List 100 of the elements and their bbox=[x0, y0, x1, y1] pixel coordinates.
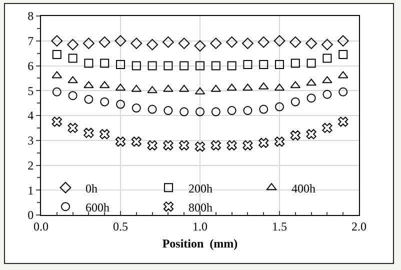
point bbox=[196, 107, 204, 116]
point bbox=[275, 102, 284, 112]
point bbox=[164, 61, 173, 70]
point bbox=[210, 140, 221, 150]
point bbox=[84, 94, 94, 104]
point bbox=[242, 140, 253, 150]
point bbox=[68, 76, 78, 84]
x-tick-label: 0.0 bbox=[34, 219, 48, 234]
point bbox=[211, 107, 220, 116]
point bbox=[163, 140, 174, 150]
legend-label: 200h bbox=[188, 181, 212, 196]
point bbox=[116, 100, 125, 109]
point bbox=[131, 136, 142, 147]
point bbox=[148, 61, 157, 70]
point bbox=[306, 129, 316, 140]
point bbox=[115, 136, 126, 147]
point bbox=[68, 91, 78, 100]
x-tick-label: 1.0 bbox=[192, 219, 208, 234]
point bbox=[100, 129, 110, 140]
point bbox=[227, 61, 236, 70]
x-tick-label: 1.5 bbox=[272, 219, 287, 234]
point bbox=[148, 104, 157, 114]
point bbox=[290, 97, 300, 106]
point bbox=[51, 35, 63, 47]
point bbox=[274, 136, 285, 147]
point bbox=[243, 60, 252, 70]
x-tick-label: 2.0 bbox=[352, 219, 366, 234]
point bbox=[275, 60, 284, 70]
point bbox=[132, 61, 141, 70]
x-tick-label: 0.5 bbox=[113, 219, 128, 234]
legend-label: 0h bbox=[86, 181, 98, 196]
point bbox=[84, 81, 94, 88]
point bbox=[258, 36, 270, 48]
point bbox=[194, 142, 206, 152]
y-tick-label: 3 bbox=[28, 134, 34, 148]
point bbox=[259, 104, 268, 114]
point bbox=[338, 87, 348, 96]
point bbox=[259, 60, 268, 70]
point bbox=[274, 35, 286, 47]
point bbox=[100, 58, 110, 68]
y-tick-label: 1 bbox=[28, 183, 34, 198]
y-tick-label: 7 bbox=[28, 34, 34, 48]
x-axis-title: Position (mm) bbox=[162, 236, 238, 250]
point bbox=[322, 76, 332, 84]
point bbox=[306, 94, 316, 103]
y-tick-label: 5 bbox=[28, 84, 34, 98]
point bbox=[146, 38, 158, 50]
point bbox=[164, 106, 173, 116]
point bbox=[242, 84, 253, 91]
legend-label: 800h bbox=[188, 200, 212, 214]
point bbox=[290, 130, 300, 140]
y-tick-label: 4 bbox=[28, 108, 34, 123]
point bbox=[179, 140, 190, 150]
point bbox=[52, 116, 62, 127]
point bbox=[84, 128, 94, 138]
point bbox=[322, 122, 332, 133]
point bbox=[210, 38, 222, 50]
point bbox=[290, 36, 302, 48]
point bbox=[322, 90, 332, 99]
point bbox=[243, 106, 252, 116]
point bbox=[226, 36, 238, 48]
point bbox=[83, 38, 94, 50]
point bbox=[147, 86, 158, 94]
point bbox=[258, 138, 269, 148]
y-tick-label: 2 bbox=[28, 158, 34, 172]
point bbox=[116, 60, 125, 70]
point bbox=[67, 38, 78, 50]
point bbox=[98, 36, 110, 48]
legend-label: 400h bbox=[292, 181, 316, 196]
point bbox=[132, 104, 141, 113]
y-tick-label: 8 bbox=[28, 9, 34, 24]
point bbox=[306, 58, 316, 68]
point bbox=[322, 38, 333, 50]
point bbox=[180, 107, 189, 116]
point bbox=[337, 35, 349, 47]
point bbox=[338, 116, 348, 127]
point bbox=[100, 97, 110, 106]
point bbox=[338, 50, 348, 60]
point bbox=[68, 54, 78, 63]
point bbox=[52, 87, 62, 96]
point bbox=[163, 84, 174, 92]
point bbox=[196, 61, 204, 70]
point bbox=[226, 140, 237, 150]
point bbox=[211, 61, 220, 70]
point bbox=[322, 54, 332, 63]
point bbox=[290, 58, 300, 68]
point bbox=[227, 106, 236, 116]
y-tick-label: 6 bbox=[28, 58, 34, 73]
point bbox=[147, 140, 158, 150]
point bbox=[130, 38, 142, 50]
legend-label: 600h bbox=[86, 200, 110, 214]
point bbox=[226, 84, 237, 91]
point bbox=[84, 58, 94, 68]
point bbox=[306, 78, 316, 86]
point bbox=[52, 50, 62, 60]
point bbox=[180, 61, 189, 70]
point bbox=[68, 122, 78, 133]
point bbox=[194, 40, 206, 52]
point bbox=[114, 35, 126, 47]
point bbox=[242, 38, 254, 50]
